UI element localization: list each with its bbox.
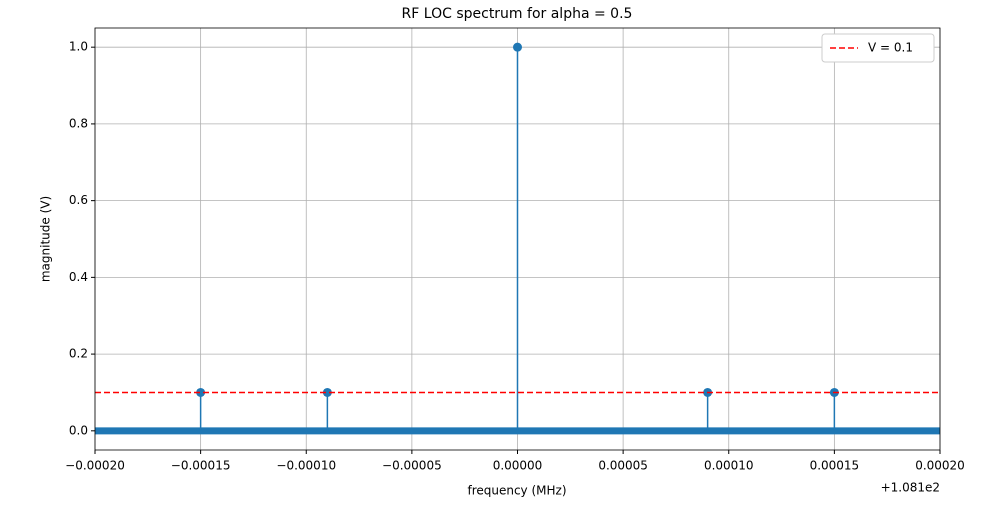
x-tick-label: −0.00005: [382, 459, 442, 473]
y-tick-label: 0.4: [69, 270, 88, 284]
y-tick-label: 0.6: [69, 193, 88, 207]
legend-label: V = 0.1: [868, 41, 913, 55]
stem-marker: [513, 42, 522, 52]
stem-marker: [322, 387, 332, 397]
x-tick-label: −0.00010: [276, 459, 336, 473]
y-axis-label: magnitude (V): [39, 196, 53, 282]
x-tick-label: 0.00000: [493, 459, 543, 473]
y-tick-label: 0.8: [69, 116, 88, 130]
y-tick-label: 1.0: [69, 40, 88, 54]
stem-marker: [196, 387, 206, 397]
x-tick-label: 0.00005: [598, 459, 648, 473]
legend-box: [821, 33, 935, 63]
x-offset-label: +1.081e2: [881, 481, 940, 495]
x-tick-label: −0.00015: [171, 459, 231, 473]
x-tick-label: 0.00015: [810, 459, 860, 473]
x-tick-label: −0.00020: [65, 459, 125, 473]
y-tick-label: 0.0: [69, 423, 88, 437]
x-tick-label: 0.00010: [704, 459, 754, 473]
chart-title: RF LOC spectrum for alpha = 0.5: [402, 6, 633, 22]
x-axis-label: frequency (MHz): [467, 484, 566, 498]
x-tick-label: 0.00020: [915, 459, 965, 473]
y-tick-label: 0.2: [69, 347, 88, 361]
plot-frame: [94, 27, 941, 451]
